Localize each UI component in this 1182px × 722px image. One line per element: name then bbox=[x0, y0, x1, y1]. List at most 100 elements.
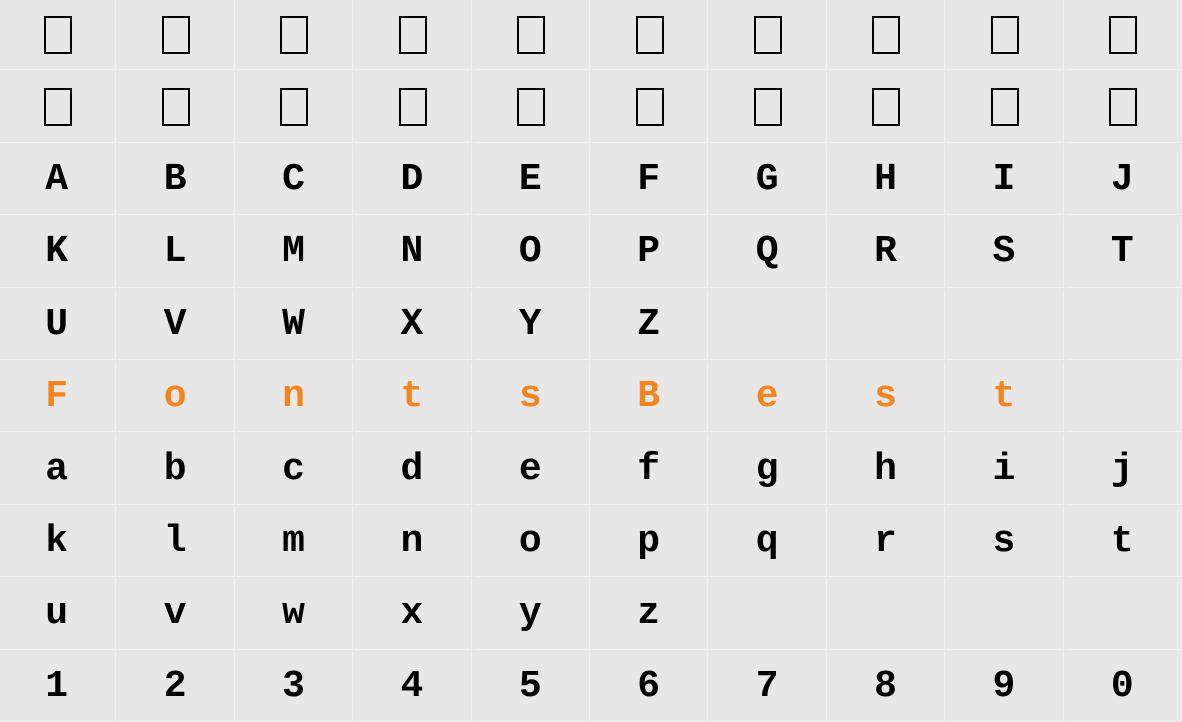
glyph-label: b bbox=[164, 448, 189, 491]
glyph-cell bbox=[1066, 290, 1182, 360]
glyph-cell bbox=[1066, 579, 1182, 649]
glyph-cell: s bbox=[829, 362, 945, 432]
glyph-cell: R bbox=[829, 217, 945, 287]
glyph-cell bbox=[1066, 0, 1182, 70]
glyph-cell: 4 bbox=[355, 652, 471, 722]
glyph-label: t bbox=[400, 375, 425, 418]
glyph-label: L bbox=[164, 230, 189, 273]
glyph-cell bbox=[947, 290, 1063, 360]
missing-glyph-icon bbox=[1109, 88, 1137, 126]
glyph-label: r bbox=[874, 520, 899, 563]
glyph-label: H bbox=[874, 158, 899, 201]
glyph-label: B bbox=[164, 158, 189, 201]
glyph-label: a bbox=[45, 448, 70, 491]
glyph-label: 4 bbox=[400, 665, 425, 708]
missing-glyph-icon bbox=[754, 88, 782, 126]
glyph-cell: w bbox=[237, 579, 353, 649]
glyph-label: T bbox=[1111, 230, 1136, 273]
glyph-cell: u bbox=[0, 579, 116, 649]
missing-glyph-icon bbox=[280, 88, 308, 126]
glyph-cell: v bbox=[118, 579, 234, 649]
glyph-cell: 5 bbox=[474, 652, 590, 722]
glyph-label: o bbox=[164, 375, 189, 418]
glyph-cell: W bbox=[237, 290, 353, 360]
glyph-label: M bbox=[282, 230, 307, 273]
glyph-cell: V bbox=[118, 290, 234, 360]
glyph-label: U bbox=[45, 303, 70, 346]
glyph-label: 0 bbox=[1111, 665, 1136, 708]
glyph-cell bbox=[710, 0, 826, 70]
glyph-label: J bbox=[1111, 158, 1136, 201]
missing-glyph-icon bbox=[162, 16, 190, 54]
glyph-label: 6 bbox=[637, 665, 662, 708]
glyph-label: N bbox=[400, 230, 425, 273]
missing-glyph-icon bbox=[991, 16, 1019, 54]
glyph-cell: P bbox=[592, 217, 708, 287]
glyph-label: p bbox=[637, 520, 662, 563]
glyph-label: g bbox=[756, 448, 781, 491]
glyph-cell: Q bbox=[710, 217, 826, 287]
missing-glyph-icon bbox=[162, 88, 190, 126]
glyph-label: i bbox=[992, 448, 1017, 491]
glyph-cell: h bbox=[829, 434, 945, 504]
glyph-label: h bbox=[874, 448, 899, 491]
missing-glyph-icon bbox=[399, 16, 427, 54]
glyph-cell: j bbox=[1066, 434, 1182, 504]
glyph-cell bbox=[355, 72, 471, 142]
glyph-cell bbox=[592, 72, 708, 142]
glyph-cell bbox=[947, 579, 1063, 649]
glyph-cell bbox=[1066, 72, 1182, 142]
glyph-cell: s bbox=[474, 362, 590, 432]
glyph-cell: r bbox=[829, 507, 945, 577]
glyph-label: d bbox=[400, 448, 425, 491]
glyph-label: s bbox=[992, 520, 1017, 563]
glyph-label: e bbox=[756, 375, 781, 418]
glyph-cell bbox=[710, 290, 826, 360]
glyph-label: 2 bbox=[164, 665, 189, 708]
missing-glyph-icon bbox=[280, 16, 308, 54]
glyph-cell bbox=[0, 72, 116, 142]
missing-glyph-icon bbox=[399, 88, 427, 126]
glyph-label: Q bbox=[756, 230, 781, 273]
missing-glyph-icon bbox=[517, 16, 545, 54]
glyph-label: F bbox=[637, 158, 662, 201]
glyph-cell bbox=[1066, 362, 1182, 432]
glyph-cell: z bbox=[592, 579, 708, 649]
glyph-label: W bbox=[282, 303, 307, 346]
character-map-grid: ABCDEFGHIJKLMNOPQRSTUVWXYZFontsBestabcde… bbox=[0, 0, 1182, 722]
glyph-cell bbox=[355, 0, 471, 70]
glyph-label: z bbox=[637, 592, 662, 635]
glyph-cell: o bbox=[118, 362, 234, 432]
glyph-cell: t bbox=[355, 362, 471, 432]
glyph-cell: 8 bbox=[829, 652, 945, 722]
glyph-cell: G bbox=[710, 145, 826, 215]
glyph-label: o bbox=[519, 520, 544, 563]
glyph-label: t bbox=[1111, 520, 1136, 563]
glyph-cell: X bbox=[355, 290, 471, 360]
glyph-label: m bbox=[282, 520, 307, 563]
glyph-label: C bbox=[282, 158, 307, 201]
glyph-cell: F bbox=[592, 145, 708, 215]
glyph-label: 5 bbox=[519, 665, 544, 708]
glyph-label: j bbox=[1111, 448, 1136, 491]
glyph-cell: A bbox=[0, 145, 116, 215]
glyph-label: Z bbox=[637, 303, 662, 346]
glyph-cell: p bbox=[592, 507, 708, 577]
glyph-cell: N bbox=[355, 217, 471, 287]
glyph-cell: k bbox=[0, 507, 116, 577]
glyph-cell: S bbox=[947, 217, 1063, 287]
glyph-cell bbox=[0, 0, 116, 70]
glyph-cell: y bbox=[474, 579, 590, 649]
glyph-label: t bbox=[992, 375, 1017, 418]
glyph-cell: H bbox=[829, 145, 945, 215]
glyph-cell: l bbox=[118, 507, 234, 577]
glyph-cell: D bbox=[355, 145, 471, 215]
glyph-label: u bbox=[45, 592, 70, 635]
glyph-label: A bbox=[45, 158, 70, 201]
glyph-label: n bbox=[282, 375, 307, 418]
glyph-cell bbox=[710, 72, 826, 142]
glyph-cell: o bbox=[474, 507, 590, 577]
missing-glyph-icon bbox=[872, 88, 900, 126]
glyph-label: P bbox=[637, 230, 662, 273]
glyph-label: D bbox=[400, 158, 425, 201]
